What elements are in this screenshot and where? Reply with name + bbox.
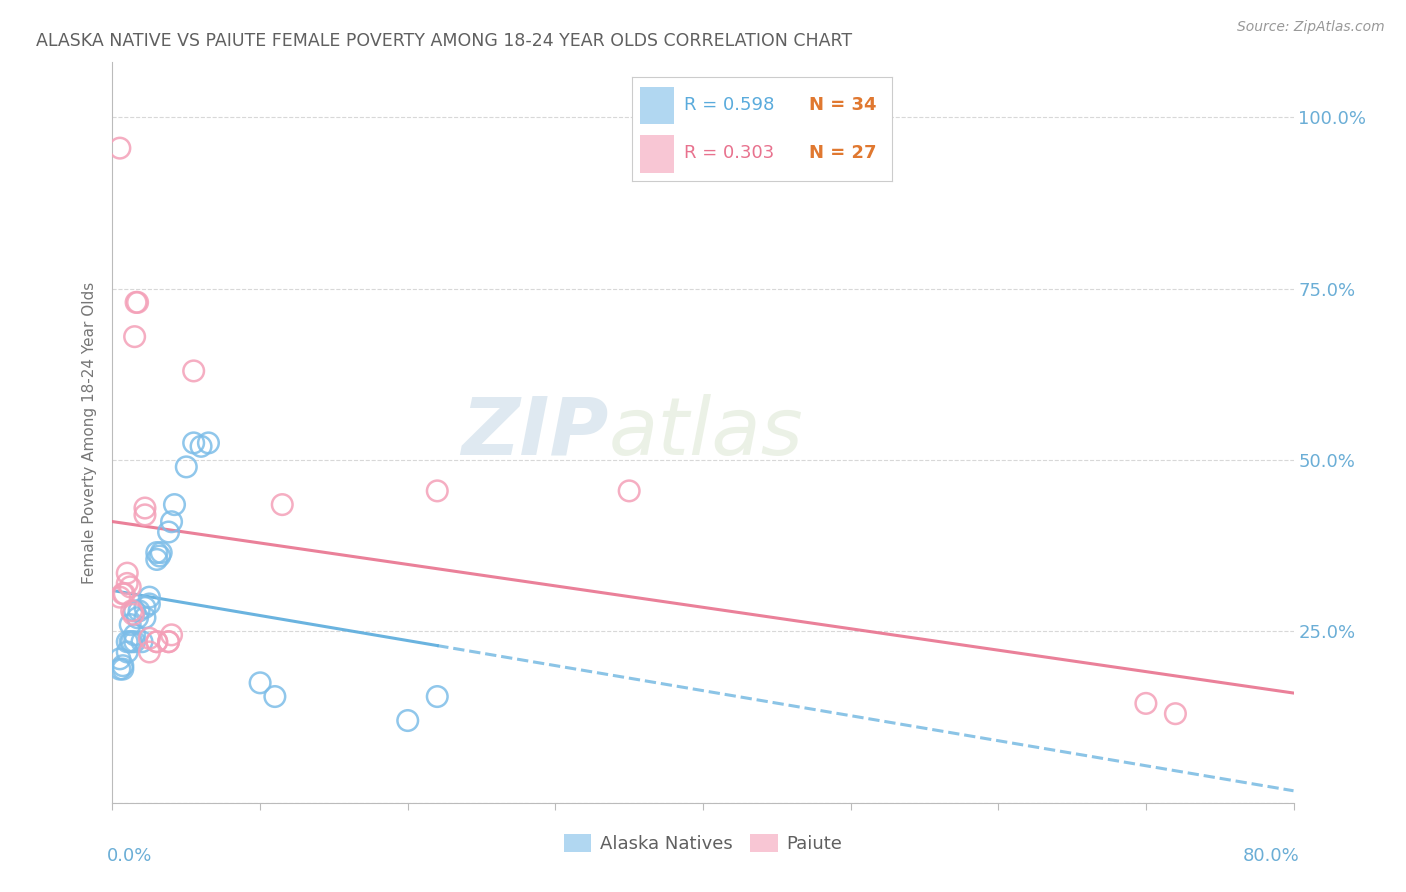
Point (146, 634, 169, 648)
Point (157, 524, 180, 539)
Point (134, 501, 156, 516)
Point (127, 610, 149, 624)
Point (1135, 697, 1157, 711)
Point (121, 604, 143, 618)
Point (134, 600, 156, 615)
Point (138, 590, 160, 604)
Point (426, 483, 449, 498)
Text: atlas: atlas (609, 393, 803, 472)
Point (128, 604, 150, 618)
Point (249, 676, 271, 690)
Point (183, 436, 205, 450)
Point (111, 662, 134, 676)
Point (138, 645, 160, 659)
Point (111, 658, 134, 673)
Text: ALASKA NATIVE VS PAIUTE FEMALE POVERTY AMONG 18-24 YEAR OLDS CORRELATION CHART: ALASKA NATIVE VS PAIUTE FEMALE POVERTY A… (35, 32, 852, 50)
Point (264, 690, 287, 704)
Point (1164, 706, 1187, 721)
Point (138, 597, 160, 611)
Point (108, 590, 131, 604)
Point (108, 652, 131, 666)
Point (124, 329, 146, 343)
Point (124, 604, 146, 618)
Point (149, 549, 172, 563)
Point (271, 498, 294, 512)
Text: 0.0%: 0.0% (107, 847, 152, 865)
Point (146, 545, 169, 559)
Point (120, 617, 142, 632)
Point (108, 662, 131, 676)
Point (112, 587, 135, 601)
Point (117, 645, 138, 659)
Text: ZIP: ZIP (461, 393, 609, 472)
Point (127, 295, 149, 310)
Point (134, 508, 156, 522)
Point (619, 483, 641, 498)
Point (396, 714, 419, 728)
Point (157, 634, 180, 648)
Point (124, 628, 146, 642)
Point (124, 634, 146, 648)
Point (131, 634, 153, 648)
Point (146, 552, 169, 566)
Point (150, 545, 173, 559)
Point (117, 566, 138, 581)
Point (117, 634, 138, 648)
Point (108, 141, 131, 155)
Point (174, 459, 197, 474)
Point (183, 364, 205, 378)
Y-axis label: Female Poverty Among 18-24 Year Olds: Female Poverty Among 18-24 Year Olds (82, 282, 97, 583)
Point (160, 515, 183, 529)
Text: 80.0%: 80.0% (1243, 847, 1299, 865)
Point (146, 634, 169, 648)
Point (120, 634, 142, 648)
Point (111, 587, 134, 601)
Point (163, 498, 186, 512)
Point (138, 632, 160, 646)
Point (117, 576, 138, 591)
Point (190, 439, 212, 453)
Point (120, 580, 142, 594)
Point (134, 610, 156, 624)
Point (122, 607, 145, 622)
Point (157, 634, 180, 648)
Text: Source: ZipAtlas.com: Source: ZipAtlas.com (1237, 20, 1385, 34)
Point (197, 436, 219, 450)
Point (125, 295, 148, 310)
Point (160, 628, 183, 642)
Legend: Alaska Natives, Paiute: Alaska Natives, Paiute (557, 827, 849, 861)
Point (426, 690, 449, 704)
Point (121, 634, 143, 648)
